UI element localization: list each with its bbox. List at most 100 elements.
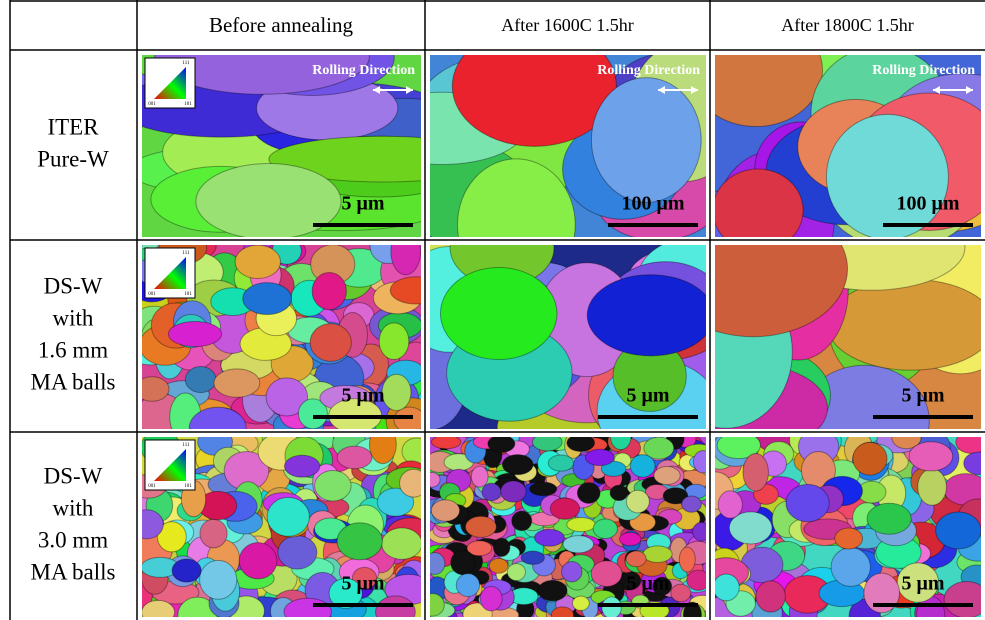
scale-bar xyxy=(883,223,973,227)
scale-bar xyxy=(873,415,973,419)
ebsd-grain xyxy=(909,442,953,471)
ebsd-grain xyxy=(310,324,351,362)
ebsd-grain xyxy=(431,500,459,522)
rolling-direction-label: Rolling Direction xyxy=(872,63,975,78)
row-label: MA balls xyxy=(31,559,116,584)
ebsd-grain xyxy=(572,596,589,610)
scale-label: 100 μm xyxy=(622,193,685,215)
row-label: with xyxy=(53,495,94,520)
ipf-corner-label: 101 xyxy=(184,292,192,297)
images: 001 101 111 Rolling Direction 5 μm Rolling Di… xyxy=(99,8,985,620)
ebsd-grain xyxy=(243,283,292,315)
ebsd-grain xyxy=(679,547,695,572)
row-label: MA balls xyxy=(31,369,116,394)
ebsd-grain xyxy=(456,574,479,597)
row-label: Pure-W xyxy=(37,146,109,171)
ebsd-grain xyxy=(835,528,863,549)
rolling-direction-label: Rolling Direction xyxy=(312,63,415,78)
ebsd-grain xyxy=(337,523,382,560)
ebsd-grain xyxy=(315,471,352,502)
row-label: 3.0 mm xyxy=(38,527,108,552)
scale-bar xyxy=(598,603,698,607)
ebsd-grain xyxy=(471,466,488,487)
scale-label: 5 μm xyxy=(902,385,945,407)
ebsd-grain xyxy=(480,586,502,611)
ebsd-grain xyxy=(626,551,646,567)
scale-label: 5 μm xyxy=(342,573,385,595)
ebsd-grain xyxy=(431,435,460,448)
scale-label: 5 μm xyxy=(627,573,670,595)
ebsd-grain xyxy=(214,369,260,397)
ebsd-grain xyxy=(591,78,701,203)
ebsd-grain xyxy=(440,267,556,359)
ebsd-grain xyxy=(465,516,496,537)
ipf-corner-label: 111 xyxy=(182,443,190,448)
scale-label: 100 μm xyxy=(897,193,960,215)
ebsd-grain xyxy=(535,529,565,546)
ebsd-grain xyxy=(278,536,317,569)
ipf-corner-label: 001 xyxy=(148,292,156,297)
ebsd-grain xyxy=(610,485,628,500)
ebsd-grain xyxy=(786,484,829,521)
ebsd-map: 001 101 111 5 μm xyxy=(126,423,438,620)
ebsd-grain xyxy=(682,496,702,512)
ipf-corner-label: 001 xyxy=(148,484,156,489)
column-header: Before annealing xyxy=(209,13,354,37)
ebsd-grain xyxy=(284,455,319,477)
scale-bar xyxy=(313,603,413,607)
ebsd-grain xyxy=(654,466,680,484)
row-label: with xyxy=(53,305,94,330)
ebsd-grain xyxy=(172,559,201,582)
ebsd-grain xyxy=(548,455,573,471)
ebsd-grain xyxy=(379,323,409,360)
ebsd-grain xyxy=(718,491,742,518)
scale-label: 5 μm xyxy=(902,573,945,595)
ebsd-grain xyxy=(630,455,655,478)
ebsd-grain xyxy=(538,580,567,601)
ebsd-grain xyxy=(587,275,714,356)
ebsd-grain xyxy=(521,551,544,564)
page: 001 101 111 Rolling Direction 5 μm Rolling Di… xyxy=(0,0,985,620)
ebsd-grain xyxy=(489,558,508,573)
ebsd-grain xyxy=(235,245,280,278)
ebsd-grain xyxy=(239,543,277,579)
ebsd-grain xyxy=(756,581,785,612)
ipf-corner-label: 111 xyxy=(182,61,190,66)
ebsd-grain xyxy=(918,469,947,506)
ipf-corner-label: 101 xyxy=(184,102,192,107)
scale-label: 5 μm xyxy=(342,193,385,215)
ebsd-grain xyxy=(713,574,739,601)
scale-bar xyxy=(873,603,973,607)
ebsd-grain xyxy=(451,550,475,574)
table-figure: 001 101 111 Rolling Direction 5 μm Rolling Di… xyxy=(0,0,985,620)
row-label: DS-W xyxy=(44,463,103,488)
ipf-corner-label: 111 xyxy=(182,251,190,256)
ebsd-grain xyxy=(200,519,227,548)
ebsd-grain xyxy=(196,163,341,239)
ebsd-grain xyxy=(530,482,557,496)
ebsd-grain xyxy=(826,114,948,239)
ebsd-grain xyxy=(944,581,985,617)
scale-label: 5 μm xyxy=(627,385,670,407)
ebsd-grain xyxy=(619,533,641,546)
ebsd-grain xyxy=(168,321,221,346)
ebsd-grain xyxy=(185,367,216,393)
ebsd-grain xyxy=(585,449,614,465)
ebsd-grain xyxy=(643,546,672,563)
ebsd-grain xyxy=(502,455,533,475)
ebsd-grain xyxy=(626,490,649,513)
ebsd-grain xyxy=(567,518,595,532)
ebsd-map: 5 μm xyxy=(419,424,718,620)
scale-bar xyxy=(598,415,698,419)
ebsd-grain xyxy=(312,272,346,309)
row-label: ITER xyxy=(47,114,99,139)
ipf-corner-label: 101 xyxy=(184,484,192,489)
ebsd-grain xyxy=(488,435,515,452)
ebsd-grain xyxy=(831,548,870,587)
ebsd-grain xyxy=(562,562,582,582)
scale-label: 5 μm xyxy=(342,385,385,407)
ebsd-grain xyxy=(577,483,600,504)
ebsd-grain xyxy=(512,511,532,530)
ebsd-grain xyxy=(482,483,501,501)
ebsd-grain xyxy=(936,512,981,549)
